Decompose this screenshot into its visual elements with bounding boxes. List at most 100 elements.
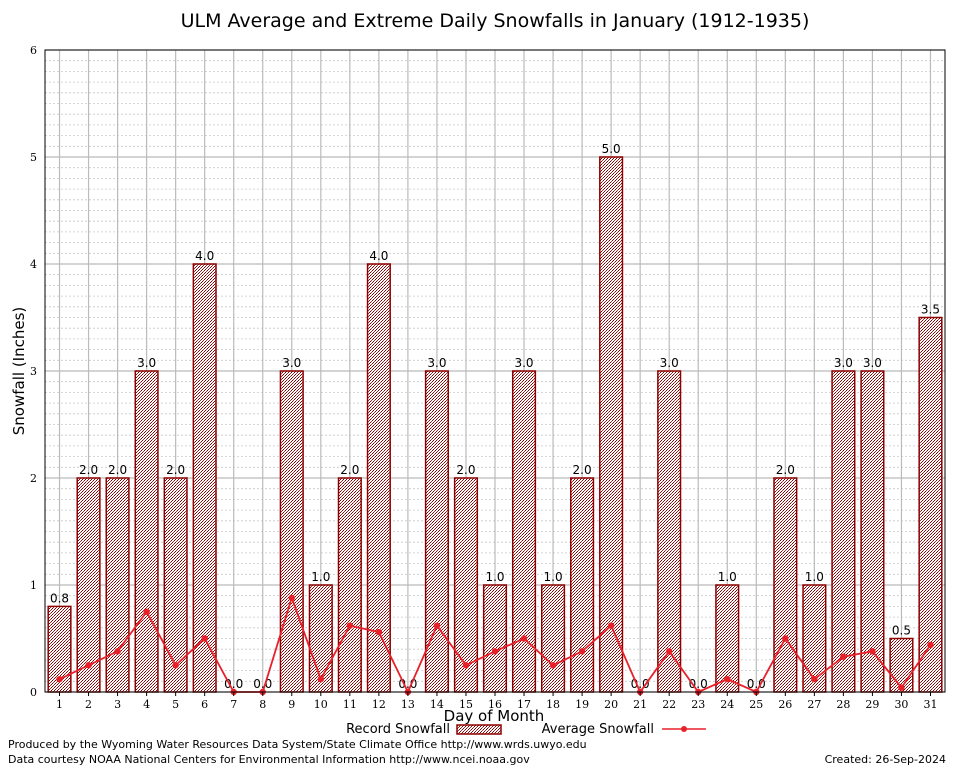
average-point-day-24 <box>724 675 731 683</box>
average-point-day-29 <box>869 648 876 655</box>
average-point-day-10 <box>317 675 325 683</box>
bar-label-day-19: 2.0 <box>573 463 592 477</box>
bar-label-day-5: 2.0 <box>166 463 185 477</box>
x-tick-7: 7 <box>230 698 237 711</box>
x-tick-21: 21 <box>633 698 647 711</box>
bar-label-day-26: 2.0 <box>776 463 795 477</box>
y-tick-0: 0 <box>30 686 37 699</box>
average-point-day-5 <box>172 662 179 669</box>
x-tick-18: 18 <box>546 698 560 711</box>
bar-day-5 <box>163 477 188 693</box>
bar-day-6 <box>192 263 217 693</box>
bar-labels: 0.8 2.0 2.0 3.0 2.0 4.0 0.0 0.0 3.0 1.0 2.0 4.0 0.0 3… <box>50 142 940 691</box>
bar-day-15 <box>453 477 479 693</box>
legend-average-marker <box>681 726 687 732</box>
y-tick-4: 4 <box>30 258 37 271</box>
bar-label-day-31: 3.5 <box>921 303 940 317</box>
average-point-day-2 <box>85 662 92 669</box>
bar-label-day-22: 3.0 <box>660 356 679 370</box>
x-tick-6: 6 <box>201 698 208 711</box>
average-point-day-17 <box>520 635 528 642</box>
bar-day-9 <box>279 370 304 693</box>
bar-label-day-28: 3.0 <box>834 356 853 370</box>
x-tick-28: 28 <box>836 698 850 711</box>
average-point-day-27 <box>811 675 818 683</box>
average-line <box>56 594 934 696</box>
bar-day-3 <box>105 477 130 693</box>
average-point-day-20 <box>607 622 615 629</box>
x-tick-11: 11 <box>343 698 357 711</box>
x-tick-26: 26 <box>778 698 792 711</box>
chart-title: ULM Average and Extreme Daily Snowfalls … <box>181 10 810 32</box>
average-point-day-30 <box>898 684 905 691</box>
bar-day-26 <box>773 477 798 693</box>
bar-label-day-27: 1.0 <box>805 570 824 584</box>
bar-day-28 <box>831 370 856 693</box>
bar-label-day-15: 2.0 <box>456 463 475 477</box>
average-point-day-31 <box>927 641 934 649</box>
y-tick-2: 2 <box>30 472 37 485</box>
average-point-day-28 <box>840 653 847 660</box>
bar-label-day-8: 0.0 <box>253 677 272 691</box>
average-point-day-6 <box>201 635 208 642</box>
legend: Record Snowfall Average Snowfall <box>346 722 706 737</box>
x-tick-19: 19 <box>575 698 589 711</box>
bar-day-19 <box>570 477 595 693</box>
x-tick-17: 17 <box>517 698 531 711</box>
x-axis-label: Day of Month <box>444 707 545 725</box>
bar-label-day-11: 2.0 <box>340 463 359 477</box>
bar-day-16 <box>482 584 508 693</box>
y-axis-label: Snowfall (Inches) <box>10 307 28 435</box>
bar-day-30 <box>889 637 914 693</box>
bar-day-10 <box>308 584 333 693</box>
x-tick-16: 16 <box>488 698 502 711</box>
x-tick-25: 25 <box>749 698 763 711</box>
average-point-day-22 <box>665 648 673 655</box>
x-tick-15: 15 <box>459 698 473 711</box>
bar-label-day-1: 0.8 <box>50 591 69 605</box>
x-tick-8: 8 <box>259 698 266 711</box>
bar-label-day-23: 0.0 <box>689 677 708 691</box>
bar-day-4 <box>134 370 159 693</box>
average-point-day-4 <box>143 608 150 615</box>
bar-day-18 <box>540 584 566 693</box>
x-tick-22: 22 <box>662 698 676 711</box>
average-point-day-15 <box>462 662 470 669</box>
bar-label-day-6: 4.0 <box>195 249 214 263</box>
x-tick-2: 2 <box>85 698 92 711</box>
x-tick-23: 23 <box>691 698 705 711</box>
x-tick-14: 14 <box>430 698 444 711</box>
x-tick-4: 4 <box>143 698 150 711</box>
average-point-day-14 <box>433 622 441 629</box>
bar-day-29 <box>860 370 885 693</box>
bar-day-20 <box>599 156 624 693</box>
record-bars <box>47 156 943 693</box>
footer-created-date: Created: 26-Sep-2024 <box>824 753 946 766</box>
bar-label-day-2: 2.0 <box>79 463 98 477</box>
bar-day-11 <box>337 477 362 693</box>
bar-day-31 <box>918 316 943 693</box>
x-tick-9: 9 <box>288 698 295 711</box>
x-tick-24: 24 <box>720 698 734 711</box>
bar-day-27 <box>802 584 827 693</box>
x-tick-3: 3 <box>114 698 121 711</box>
bar-label-day-29: 3.0 <box>863 356 882 370</box>
legend-average-label: Average Snowfall <box>542 722 654 737</box>
bar-day-12 <box>366 263 391 693</box>
x-tick-27: 27 <box>807 698 821 711</box>
x-tick-12: 12 <box>372 698 386 711</box>
bar-day-17 <box>511 370 537 693</box>
y-tick-6: 6 <box>30 44 37 57</box>
bar-label-day-10: 1.0 <box>311 570 330 584</box>
x-tick-29: 29 <box>865 698 879 711</box>
x-tick-13: 13 <box>401 698 415 711</box>
average-point-day-11 <box>346 622 354 629</box>
bar-label-day-18: 1.0 <box>544 570 563 584</box>
bar-label-day-14: 3.0 <box>427 356 446 370</box>
x-tick-labels: 1 2 3 4 5 6 7 8 9 10 11 12 13 14 15 16 17 18 19 20 21 22 23 24 2… <box>56 692 937 711</box>
bar-day-24 <box>715 584 740 693</box>
y-tick-5: 5 <box>30 151 37 164</box>
footer-produced-by: Produced by the Wyoming Water Resources … <box>8 738 587 751</box>
y-tick-labels: 0 1 2 3 4 5 6 <box>30 44 37 699</box>
